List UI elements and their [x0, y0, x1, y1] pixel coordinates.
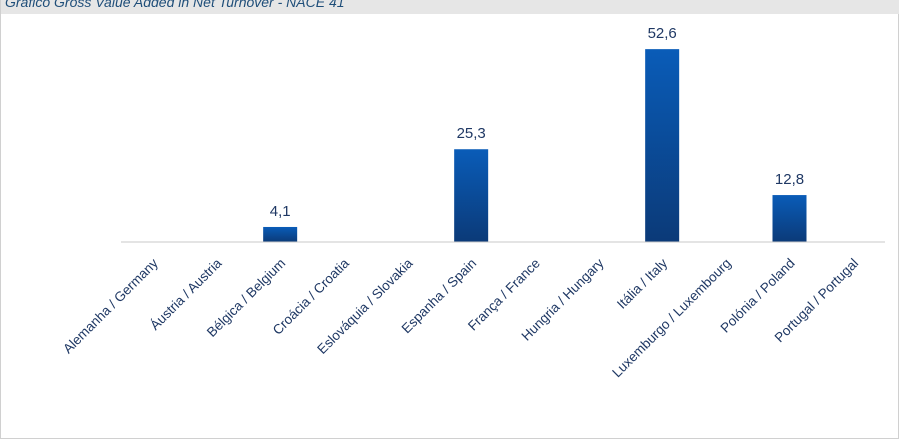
- value-label-5: 25,3: [457, 125, 486, 142]
- chart-title: Gráfico Gross Value Added in Net Turnove…: [5, 0, 345, 10]
- bar-2: [263, 226, 298, 242]
- bar-8: [645, 49, 680, 243]
- value-labels-group: 4,1 25,3 52,6 12,8: [270, 25, 804, 220]
- bars-group: [263, 49, 807, 243]
- value-label-2: 4,1: [270, 203, 291, 220]
- value-label-10: 12,8: [775, 171, 804, 188]
- bar-5: [454, 149, 489, 242]
- category-label-0: Alemanha / Germany: [60, 255, 161, 356]
- value-label-8: 52,6: [648, 25, 677, 42]
- chart-title-bar: Gráfico Gross Value Added in Net Turnove…: [1, 0, 899, 14]
- category-label-9: Luxemburgo / Luxembourg: [609, 256, 734, 381]
- bar-10: [772, 195, 807, 242]
- category-label-8: Itália / Italy: [614, 255, 670, 311]
